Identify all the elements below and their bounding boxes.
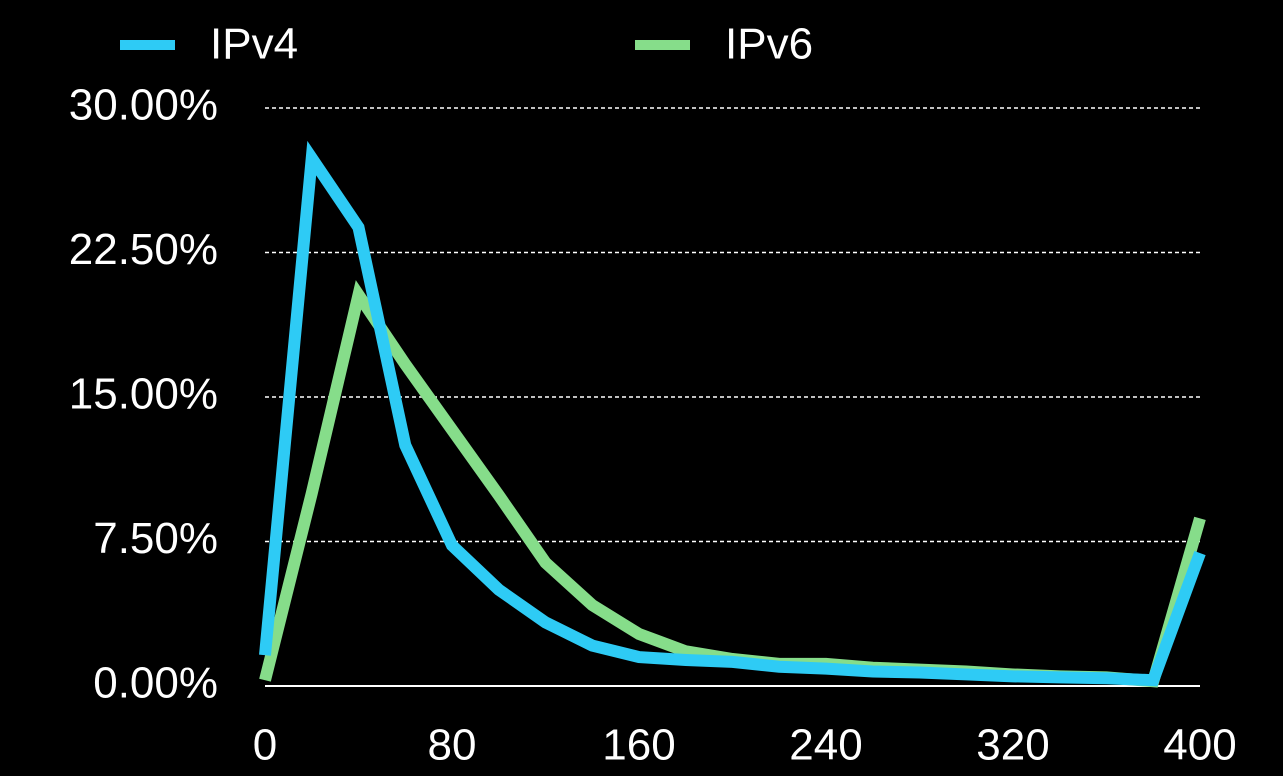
- x-tick-label: 240: [789, 721, 862, 770]
- y-tick-label: 0.00%: [93, 659, 218, 708]
- series-line: [259, 140, 1206, 687]
- y-tick-label: 7.50%: [93, 514, 218, 563]
- y-tick-label: 15.00%: [69, 370, 218, 419]
- x-tick-label: 0: [253, 721, 277, 770]
- x-tick-label: 160: [602, 721, 675, 770]
- series-line: [259, 280, 1206, 688]
- y-tick-label: 22.50%: [69, 225, 218, 274]
- x-tick-label: 320: [976, 721, 1049, 770]
- legend-label: IPv4: [210, 20, 298, 69]
- x-tick-label: 400: [1163, 721, 1236, 770]
- y-tick-label: 30.00%: [69, 81, 218, 130]
- x-tick-label: 80: [428, 721, 477, 770]
- legend-label: IPv6: [725, 20, 813, 69]
